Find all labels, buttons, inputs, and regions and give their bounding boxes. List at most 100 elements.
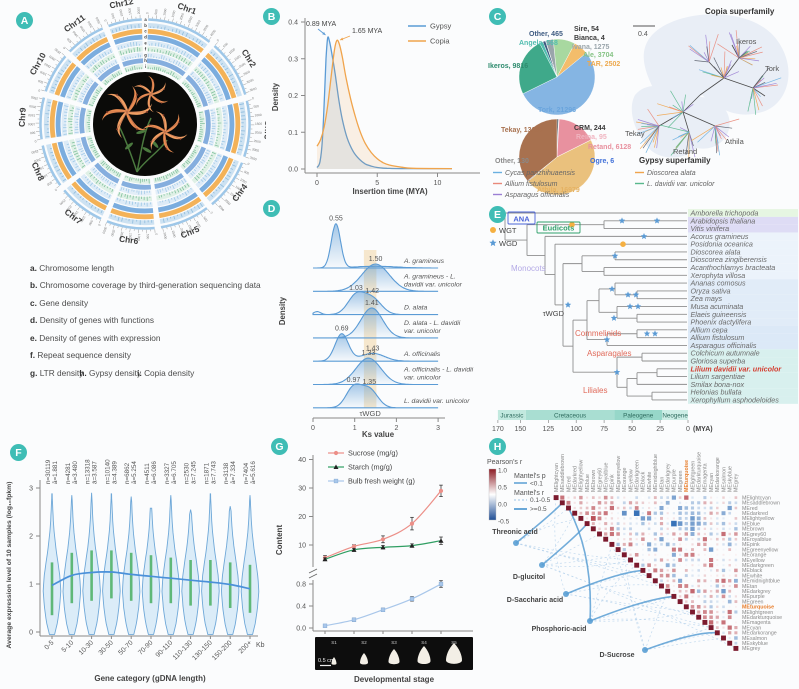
circos-hist-bar xyxy=(197,139,202,142)
circos-hist-bar xyxy=(129,56,131,59)
pie-slice-athila xyxy=(527,139,596,196)
heatmap-cell xyxy=(572,510,578,516)
heatmap-cell xyxy=(735,616,737,619)
heatmap-cell xyxy=(659,522,664,526)
metabolite-node xyxy=(539,562,545,568)
pie-label-ikeros: Ikeros, 9816 xyxy=(488,63,528,70)
row-label-MEdarkorange: MEdarkorange xyxy=(742,631,777,637)
circos-hist-bar xyxy=(189,89,192,92)
circos-hist-bar xyxy=(182,82,184,85)
circos-hist-bar xyxy=(201,76,206,80)
heatmap-cell xyxy=(697,569,700,572)
peak-label: 1.50 xyxy=(369,256,383,263)
species-label: Phoenix dactylifera xyxy=(691,318,752,327)
circos-hist-bar xyxy=(193,206,196,209)
circos-hist-bar xyxy=(116,172,120,177)
circos-tick-label: 2500 xyxy=(30,95,38,101)
circos-tick-label: 1500 xyxy=(36,165,44,172)
circos-hist-bar xyxy=(240,107,244,110)
violin-n-label: n=7404 xyxy=(243,462,250,484)
circos-hist-bar xyxy=(91,141,94,143)
circos-ring xyxy=(157,192,198,213)
heatmap-cell xyxy=(623,532,626,536)
circos-hist-bar xyxy=(203,166,206,169)
circos-hist-bar xyxy=(219,183,225,188)
circos-hist-bar xyxy=(200,179,204,182)
circos-hist-bar xyxy=(133,41,135,47)
heatmap-cell xyxy=(560,495,565,500)
circos-tick-label: 0 xyxy=(54,188,58,192)
circos-hist-bar xyxy=(180,57,184,62)
heatmap-cell xyxy=(672,579,676,583)
circos-hist-bar xyxy=(211,165,216,169)
circos-hist-bar xyxy=(209,140,214,143)
species-row-bg xyxy=(688,279,798,287)
chromosome-label: Chr5 xyxy=(179,224,201,241)
heatmap-cell xyxy=(697,600,700,603)
circos-ring xyxy=(85,108,92,133)
ridge-species-label: A. gramineus xyxy=(403,258,445,265)
circos-tick-label: 2000 xyxy=(137,7,141,14)
circos-hist-bar xyxy=(95,179,100,184)
circos-hist-bar xyxy=(170,172,174,176)
heatmap-cell xyxy=(697,496,700,499)
heatmap-cell xyxy=(697,511,701,515)
heatmap-cell xyxy=(685,600,688,603)
row-label-MElightyellow: MElightyellow xyxy=(742,516,775,522)
pearson-tick-label: 1.0 xyxy=(498,468,507,475)
circos-hist-bar xyxy=(189,156,192,159)
chromosome-label: Chr12 xyxy=(109,0,135,10)
circos-ring xyxy=(84,47,114,70)
circos-hist-bar xyxy=(163,45,165,48)
col-label-MEdarkorange: MEdarkorange xyxy=(715,457,721,492)
pie-slice-tekay xyxy=(518,118,558,182)
circos-hist-bar xyxy=(88,103,94,107)
circos-tick-label: 1500 xyxy=(43,62,51,69)
circos-hist-bar xyxy=(130,42,132,47)
heatmap-cell xyxy=(734,496,738,499)
species-label: Lilium sargentiae xyxy=(691,372,745,381)
circos-hist-bar xyxy=(87,137,93,140)
circos-hist-bar xyxy=(84,176,87,179)
heatmap-cell xyxy=(609,526,614,531)
heatmap-cell xyxy=(617,501,619,504)
circos-hist-bar xyxy=(79,98,83,100)
circos-hist-bar xyxy=(71,87,75,90)
circos-tick xyxy=(61,53,65,56)
species-label: Vitis vinifera xyxy=(691,224,730,233)
panel-h-correlation-heatmap: MElightcyanMElightcyanMEsaddlebrownMEsad… xyxy=(487,452,782,659)
y-axis-title: Average expression level of 10 samples (… xyxy=(6,482,13,649)
circos-hist-bar xyxy=(162,69,164,73)
heatmap-cell xyxy=(586,501,589,504)
circos-hist-bar xyxy=(54,162,57,164)
circos-hist-bar xyxy=(113,170,116,174)
circos-tick-label: 2000 xyxy=(179,12,185,20)
tree-branch xyxy=(735,30,740,59)
heatmap-cell xyxy=(604,532,608,536)
circos-hist-bar xyxy=(163,56,165,60)
col-label-MEgreenyellow: MEgreenyellow xyxy=(616,456,622,492)
heatmap-cell xyxy=(702,537,707,542)
circos-ring xyxy=(63,189,102,220)
heatmap-cell xyxy=(697,506,701,510)
circos-hist-bar xyxy=(195,167,197,169)
lily-anther xyxy=(163,88,165,90)
circos-hist-bar xyxy=(210,154,213,157)
chromosome-label: Chr1 xyxy=(176,0,198,16)
circos-hist-bar xyxy=(114,60,118,64)
tree-branch xyxy=(752,87,761,97)
wgt-circle-icon xyxy=(620,241,626,247)
circos-hist-bar xyxy=(128,201,131,205)
circos-tick xyxy=(51,66,55,69)
heatmap-cell xyxy=(722,496,725,499)
circos-hist-bar xyxy=(120,192,123,198)
heatmap-cell xyxy=(734,501,738,505)
circos-hist-bar xyxy=(190,172,194,176)
panel-f-badge: F xyxy=(10,444,27,461)
mantel-edge-dashed xyxy=(644,637,724,651)
circos-tick-label: 0 xyxy=(252,96,255,100)
heatmap-cell xyxy=(647,542,652,547)
circos-tick-label: 1500 xyxy=(171,10,177,18)
circos-hist-bar xyxy=(200,170,204,174)
circos-hist-bar xyxy=(73,191,77,194)
